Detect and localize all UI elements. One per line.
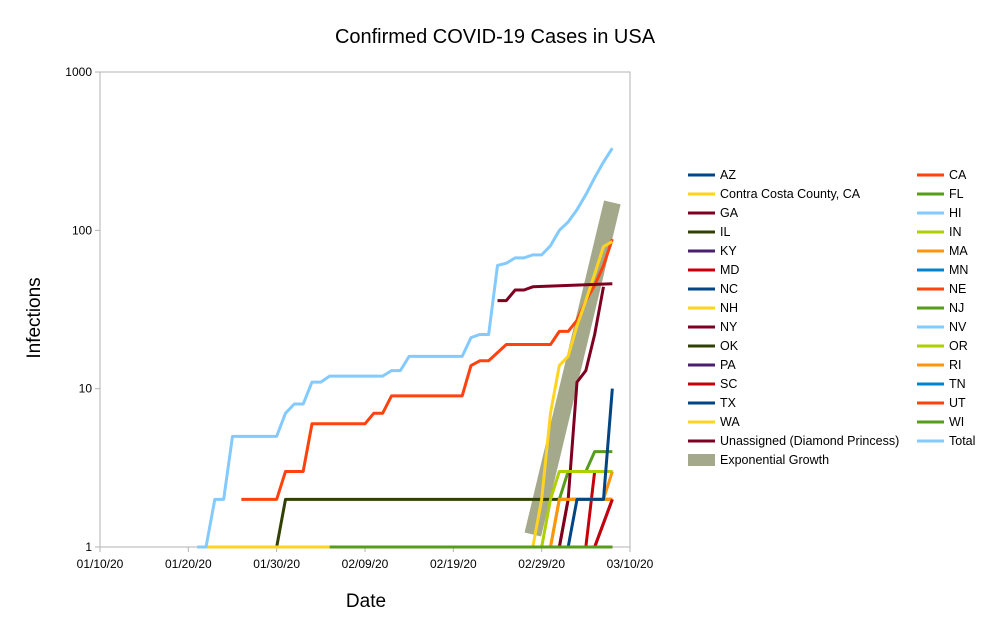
legend-item-contra-costa-county-ca: Contra Costa County, CA [688,187,861,201]
legend-item-exponential-growth: Exponential Growth [688,453,829,467]
y-tick-label: 1000 [65,65,92,79]
y-axis-title: Infections [24,277,45,358]
legend-label: IL [720,225,730,239]
legend-label: Exponential Growth [720,453,829,467]
legend-item-hi: HI [917,206,962,220]
legend-label: GA [720,206,739,220]
legend-item-wi: WI [917,415,964,429]
legend-label: NC [720,282,738,296]
legend-label: TN [949,377,966,391]
legend-item-ne: NE [917,282,966,296]
series-line-sc [593,498,614,548]
legend-item-ma: MA [917,244,968,258]
legend-label: CA [949,168,967,182]
x-tick-label: 02/29/20 [518,557,565,571]
legend-item-ca: CA [917,168,967,182]
legend-item-ri: RI [917,358,962,372]
legend-label: NJ [949,301,964,315]
legend-label: MD [720,263,739,277]
legend-label: IN [949,225,962,239]
legend-label: TX [720,396,737,410]
legend-label: Total [949,434,975,448]
series-line-wa [197,240,614,549]
legend-label: NE [949,282,966,296]
legend-item-sc: SC [688,377,737,391]
plot-area: 1 10 100 1000 01/10/20 01/20/20 01/30/20 02/09… [65,65,653,571]
legend-label: OR [949,339,968,353]
legend-item-nv: NV [917,320,967,334]
legend-label: SC [720,377,737,391]
legend-item-ky: KY [688,244,737,258]
series-line-or [540,469,613,548]
legend-label: NH [720,301,738,315]
legend-label: Contra Costa County, CA [720,187,861,201]
legend-item-unassigned-diamond-princess: Unassigned (Diamond Princess) [688,434,899,448]
legend-item-nc: NC [688,282,738,296]
legend-item-md: MD [688,263,739,277]
series-line-total [197,147,614,549]
legend-label: FL [949,187,964,201]
series-layer [197,147,621,549]
legend-label: NY [720,320,738,334]
legend-item-tn: TN [917,377,966,391]
legend-item-or: OR [917,339,968,353]
legend-label: MA [949,244,968,258]
legend-label: WA [720,415,740,429]
x-tick-label: 01/10/20 [77,557,124,571]
x-tick-label: 01/30/20 [253,557,300,571]
legend-label: RI [949,358,962,372]
legend-label: HI [949,206,962,220]
legend-item-ny: NY [688,320,738,334]
legend-item-pa: PA [688,358,736,372]
x-tick-label: 03/10/20 [607,557,654,571]
legend-item-total: Total [917,434,975,448]
legend-item-il: IL [688,225,730,239]
legend-item-ut: UT [917,396,966,410]
legend-swatch [688,454,715,466]
legend-label: NV [949,320,967,334]
y-tick-label: 10 [79,382,93,396]
series-line-unassigned-diamond-princess [497,282,613,303]
x-axis-title: Date [346,591,386,612]
y-tick-label: 1 [85,540,92,554]
legend-item-mn: MN [917,263,968,277]
x-tick-label: 01/20/20 [165,557,212,571]
legend-item-wa: WA [688,415,740,429]
legend-label: OK [720,339,739,353]
legend-label: KY [720,244,737,258]
legend-label: Unassigned (Diamond Princess) [720,434,899,448]
x-tick-label: 02/19/20 [430,557,477,571]
legend-label: AZ [720,168,736,182]
legend-item-nh: NH [688,301,738,315]
legend-item-ga: GA [688,206,739,220]
x-axis: 01/10/20 01/20/20 01/30/20 02/09/20 02/19/20… [77,547,654,571]
legend-item-tx: TX [688,396,737,410]
legend-item-fl: FL [917,187,964,201]
legend-item-ok: OK [688,339,739,353]
y-tick-label: 100 [72,223,92,237]
series-line-tx [391,388,614,549]
legend-item-in: IN [917,225,962,239]
legend-label: MN [949,263,968,277]
legend-label: PA [720,358,736,372]
legend: AZ CA Contra Costa County, CA FL GA HI IL IN KY M… [688,168,975,467]
legend-item-az: AZ [688,168,736,182]
legend-label: UT [949,396,966,410]
y-axis: 1 10 100 1000 [65,65,100,554]
chart-title: Confirmed COVID-19 Cases in USA [335,26,656,48]
x-tick-label: 02/09/20 [342,557,389,571]
legend-item-nj: NJ [917,301,964,315]
legend-label: WI [949,415,964,429]
